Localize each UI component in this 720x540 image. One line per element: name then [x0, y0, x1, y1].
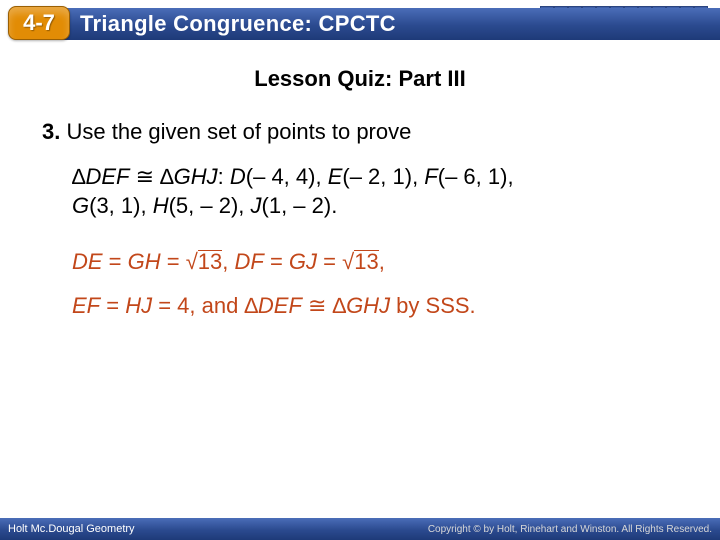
given-line-1: ∆DEF ≅ ∆GHJ: D(– 4, 4), E(– 2, 1), F(– 6… — [72, 162, 678, 192]
given-line-2: G(3, 1), H(5, – 2), J(1, – 2). — [72, 191, 678, 221]
copyright-text: Copyright © by Holt, Rinehart and Winsto… — [428, 524, 712, 535]
lesson-number: 4-7 — [23, 10, 55, 36]
slide-header: 4-7 Triangle Congruence: CPCTC — [0, 0, 720, 46]
slide-footer: Holt Mc.Dougal Geometry Copyright © by H… — [0, 518, 720, 540]
radicand-1: 13 — [198, 250, 222, 273]
question-given: ∆DEF ≅ ∆GHJ: D(– 4, 4), E(– 2, 1), F(– 6… — [42, 162, 678, 221]
lesson-title: Triangle Congruence: CPCTC — [80, 11, 396, 37]
slide-content: 3. Use the given set of points to prove … — [0, 92, 720, 320]
answer-line-1: DE = GH = √13, DF = GJ = √13, — [72, 247, 678, 277]
question-number: 3. — [42, 119, 60, 144]
question-text: Use the given set of points to prove — [66, 119, 411, 144]
lesson-number-badge: 4-7 — [8, 6, 70, 40]
quiz-subtitle: Lesson Quiz: Part III — [0, 66, 720, 92]
answer-line-2: EF = HJ = 4, and ∆DEF ≅ ∆GHJ by SSS. — [72, 291, 678, 321]
title-bar: Triangle Congruence: CPCTC — [40, 8, 720, 40]
answer-block: DE = GH = √13, DF = GJ = √13, EF = HJ = … — [42, 247, 678, 320]
question-stem: 3. Use the given set of points to prove — [42, 118, 678, 146]
textbook-name: Holt Mc.Dougal Geometry — [8, 523, 135, 535]
radicand-2: 13 — [354, 250, 378, 273]
